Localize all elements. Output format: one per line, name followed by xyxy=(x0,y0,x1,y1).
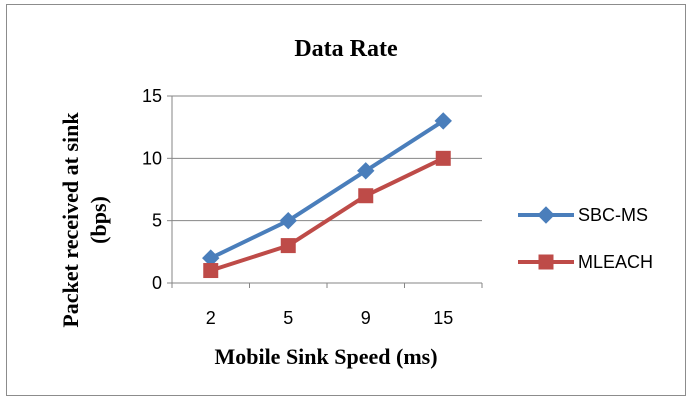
legend-item-sbc-ms: SBC-MS xyxy=(518,205,648,225)
y-tick-label: 10 xyxy=(142,148,162,168)
x-tick-label: 9 xyxy=(361,308,371,328)
series-group xyxy=(202,112,452,279)
y-tick-label: 15 xyxy=(142,86,162,106)
series-mleach xyxy=(203,150,451,279)
series-line xyxy=(209,119,445,260)
data-point xyxy=(279,211,297,230)
y-axis-title-line2: (bps) xyxy=(86,196,111,244)
data-point xyxy=(357,162,375,180)
series-sbc-ms xyxy=(202,112,452,267)
legend: SBC-MS MLEACH xyxy=(518,205,653,272)
legend-label: SBC-MS xyxy=(578,205,648,225)
y-tick-label: 0 xyxy=(152,273,162,293)
x-tick-label: 15 xyxy=(433,308,453,328)
data-point xyxy=(203,263,219,279)
x-axis-title: Mobile Sink Speed (ms) xyxy=(214,344,437,369)
series-line xyxy=(210,156,445,273)
data-point xyxy=(358,188,374,204)
x-tick-labels: 2 5 9 15 xyxy=(206,308,454,328)
legend-marker xyxy=(538,254,554,270)
axes xyxy=(167,95,483,288)
y-axis-title-line1: Packet received at sink xyxy=(58,112,83,328)
legend-label: MLEACH xyxy=(578,252,653,272)
data-point xyxy=(280,238,296,254)
legend-item-mleach: MLEACH xyxy=(518,252,653,272)
y-tick-label: 5 xyxy=(152,211,162,231)
legend-marker xyxy=(537,206,555,224)
x-tick-label: 2 xyxy=(206,308,216,328)
data-point xyxy=(434,112,452,130)
chart-frame xyxy=(6,4,686,396)
data-point xyxy=(435,150,451,166)
y-tick-labels: 0 5 10 15 xyxy=(142,86,162,293)
chart-title: Data Rate xyxy=(294,36,398,62)
x-tick-label: 5 xyxy=(283,308,293,328)
